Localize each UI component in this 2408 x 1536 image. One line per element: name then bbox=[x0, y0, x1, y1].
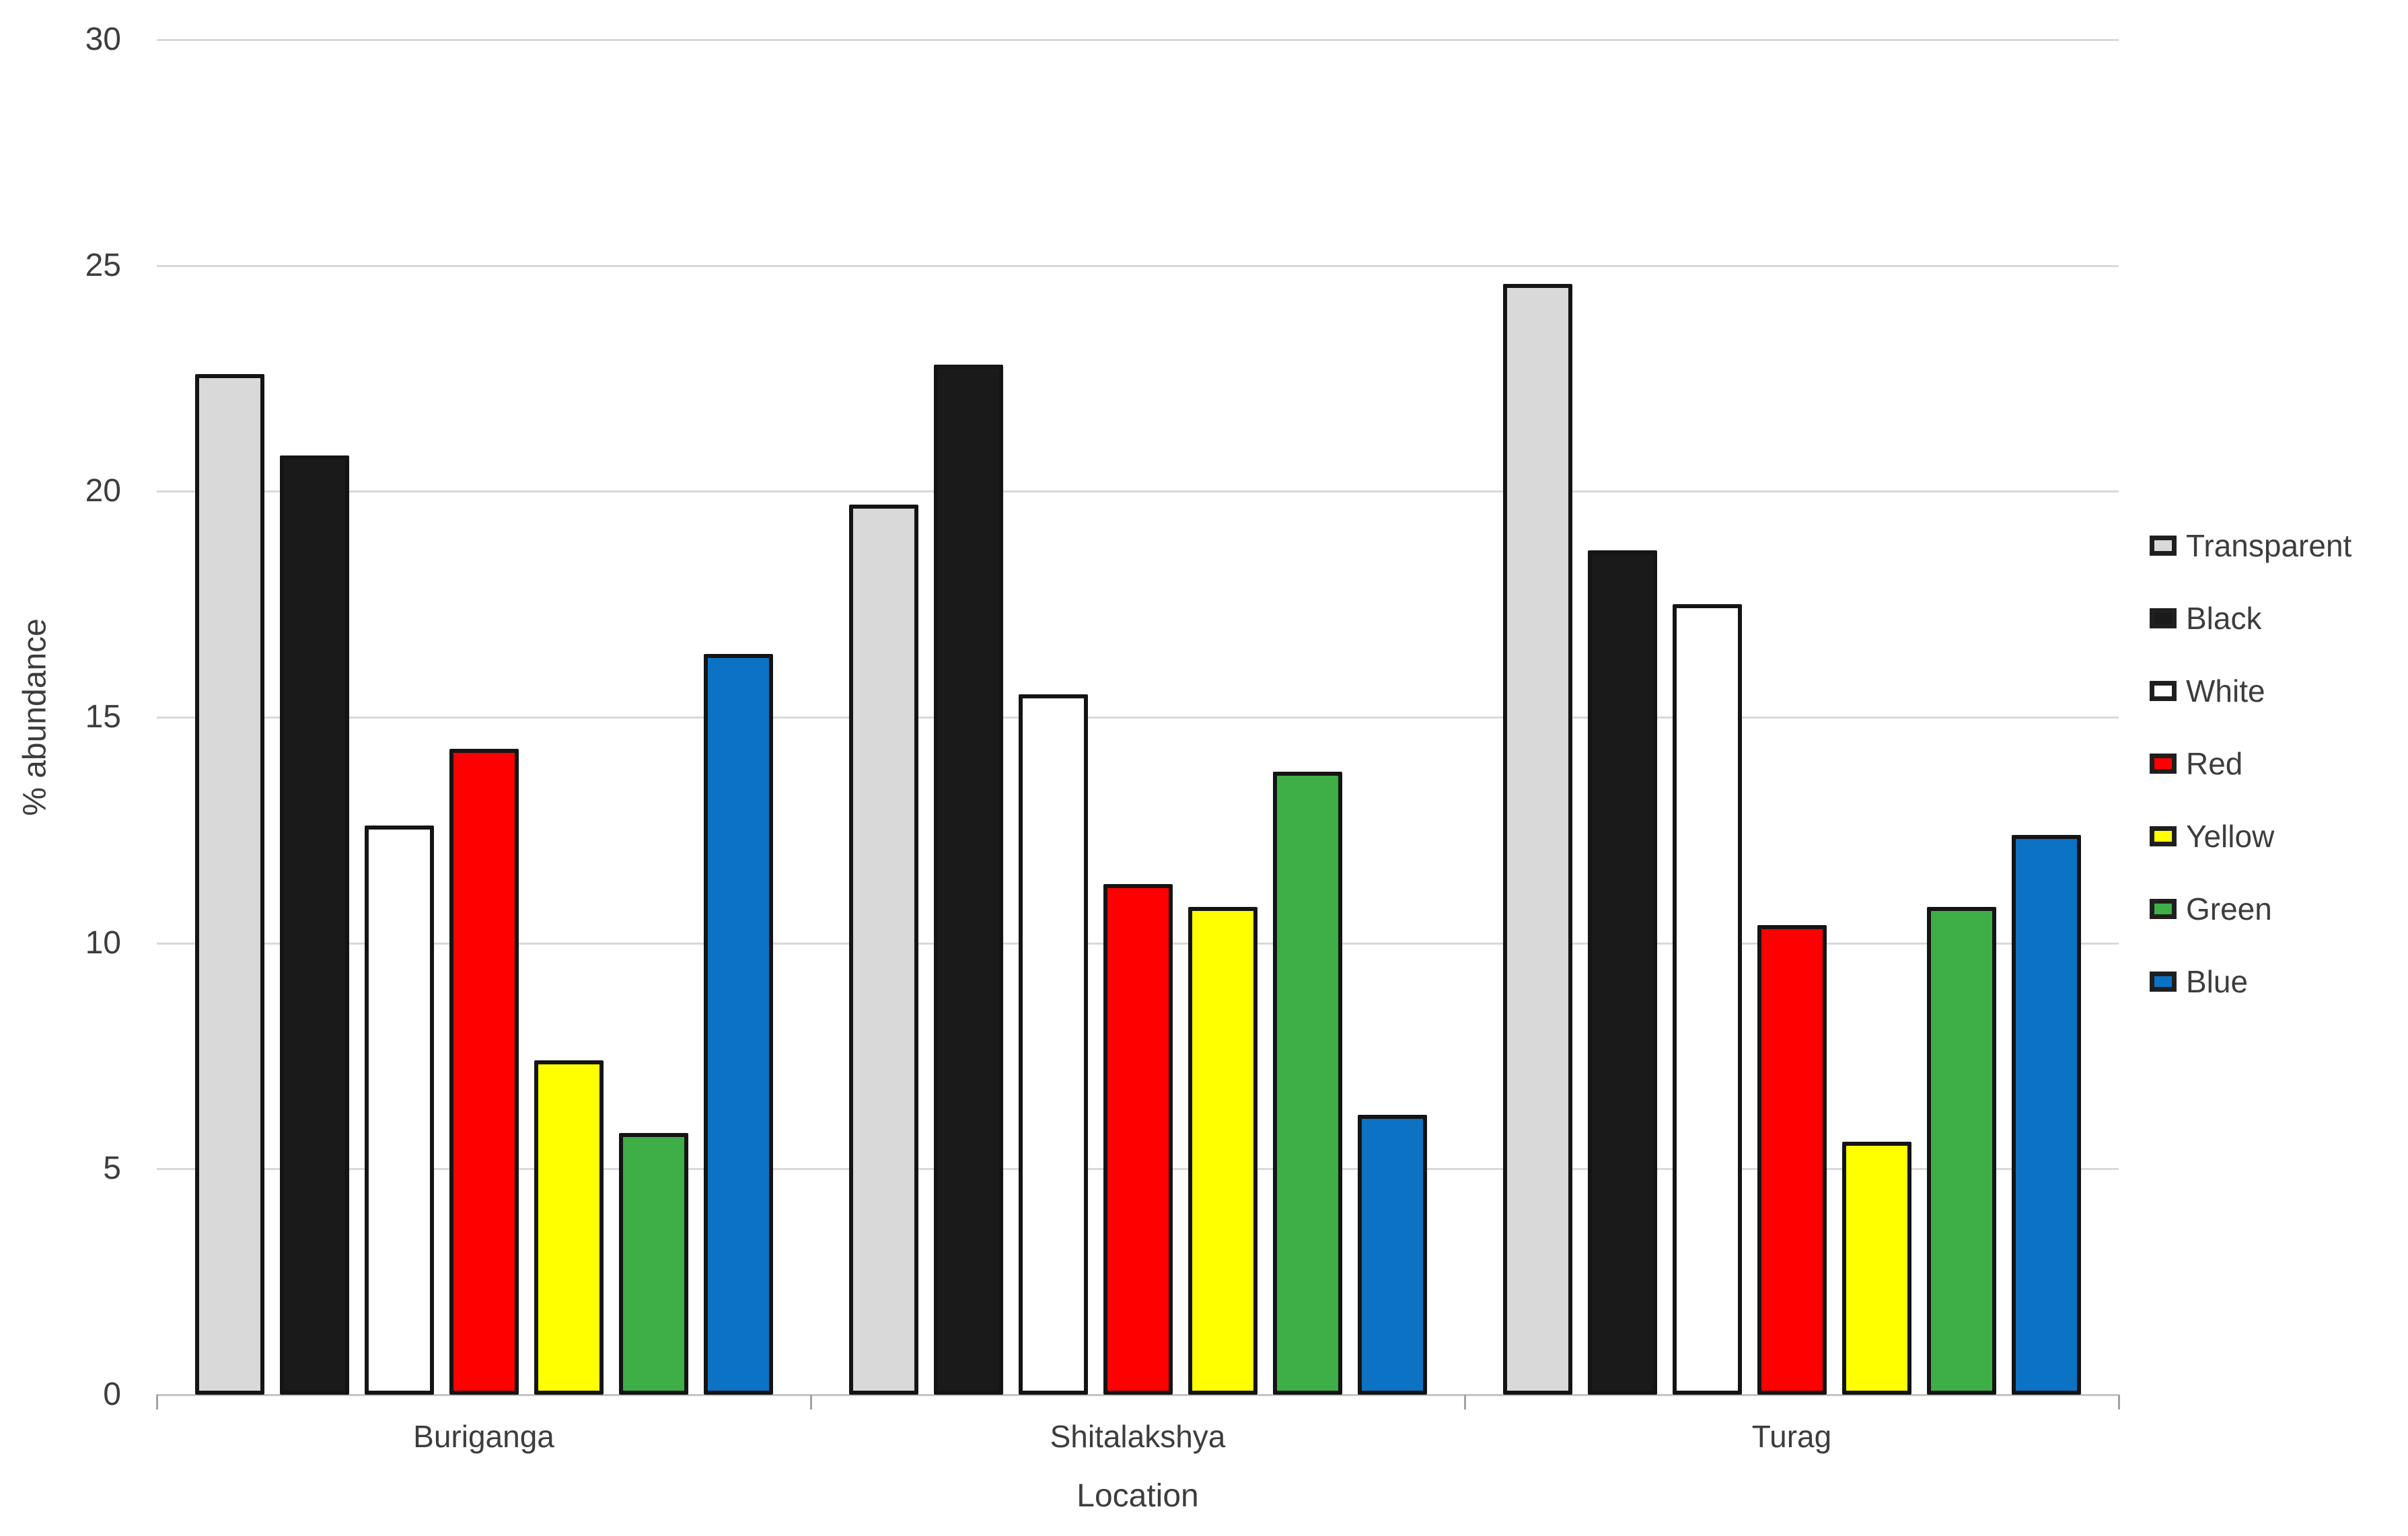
y-axis-tick-labels: 0 5 10 15 20 25 30 bbox=[0, 24, 121, 1411]
legend: Transparent Black White Red Yellow Green Blue bbox=[2150, 530, 2351, 997]
legend-label-white: White bbox=[2186, 673, 2265, 708]
y-tick-label-5: 5 bbox=[103, 1150, 121, 1187]
legend-swatch-icon-white bbox=[2150, 681, 2177, 701]
bar-group-shitalakshya bbox=[811, 40, 1465, 1395]
bar-blue-buriganga bbox=[703, 654, 773, 1395]
legend-label-blue: Blue bbox=[2186, 964, 2249, 999]
y-tick-label-15: 15 bbox=[85, 699, 121, 735]
legend-entry-transparent: Transparent bbox=[2150, 530, 2351, 561]
category-label-shitalakshya: Shitalakshya bbox=[1050, 1419, 1226, 1454]
bar-group-buriganga bbox=[157, 40, 811, 1395]
legend-swatch-icon-transparent bbox=[2150, 536, 2177, 556]
legend-label-transparent: Transparent bbox=[2186, 528, 2352, 563]
legend-swatch-icon-red bbox=[2150, 754, 2177, 774]
bar-red-buriganga bbox=[449, 749, 519, 1395]
bar-transparent-shitalakshya bbox=[848, 505, 918, 1395]
bar-yellow-buriganga bbox=[534, 1060, 604, 1395]
legend-swatch-icon-yellow bbox=[2150, 826, 2177, 846]
x-axis-tick bbox=[2118, 1395, 2120, 1410]
legend-label-green: Green bbox=[2186, 891, 2272, 926]
legend-entry-green: Green bbox=[2150, 893, 2351, 924]
legend-swatch-icon-green bbox=[2150, 899, 2177, 919]
bar-groups bbox=[157, 40, 2119, 1395]
bar-green-buriganga bbox=[618, 1132, 688, 1395]
y-tick-label-10: 10 bbox=[85, 924, 121, 961]
bar-white-turag bbox=[1672, 604, 1742, 1395]
legend-swatch-icon-blue bbox=[2150, 972, 2177, 992]
y-tick-label-25: 25 bbox=[85, 247, 121, 283]
x-axis-tick bbox=[809, 1395, 812, 1410]
gridline-25 bbox=[157, 264, 2119, 267]
x-axis-tick bbox=[156, 1395, 158, 1410]
bar-red-shitalakshya bbox=[1103, 884, 1173, 1395]
category-label-buriganga: Buriganga bbox=[413, 1419, 554, 1454]
bar-black-shitalakshya bbox=[933, 365, 1003, 1395]
legend-entry-black: Black bbox=[2150, 603, 2351, 634]
gridline-20 bbox=[157, 490, 2119, 493]
legend-label-red: Red bbox=[2186, 746, 2243, 781]
y-tick-label-30: 30 bbox=[85, 22, 121, 57]
y-tick-label-20: 20 bbox=[85, 473, 121, 509]
bar-yellow-turag bbox=[1841, 1142, 1911, 1395]
x-axis-line bbox=[157, 1394, 2119, 1396]
x-axis-tick bbox=[1463, 1395, 1466, 1410]
legend-label-yellow: Yellow bbox=[2186, 819, 2275, 854]
legend-entry-yellow: Yellow bbox=[2150, 821, 2351, 852]
bar-transparent-buriganga bbox=[194, 373, 264, 1395]
bar-transparent-turag bbox=[1502, 283, 1572, 1395]
bar-yellow-shitalakshya bbox=[1188, 906, 1257, 1395]
bar-white-shitalakshya bbox=[1018, 694, 1088, 1395]
legend-entry-red: Red bbox=[2150, 748, 2351, 779]
x-axis-title: Location bbox=[1077, 1478, 1199, 1514]
bar-red-turag bbox=[1757, 924, 1827, 1395]
gridline-15 bbox=[157, 717, 2119, 719]
category-label-turag: Turag bbox=[1751, 1419, 1832, 1454]
bar-black-buriganga bbox=[279, 455, 349, 1395]
legend-swatch-icon-black bbox=[2150, 608, 2177, 628]
plot-area bbox=[156, 39, 2120, 1410]
bar-green-shitalakshya bbox=[1272, 771, 1342, 1395]
bar-black-turag bbox=[1587, 550, 1657, 1395]
legend-entry-white: White bbox=[2150, 675, 2351, 706]
bar-white-buriganga bbox=[364, 826, 434, 1395]
bar-blue-turag bbox=[2011, 834, 2081, 1395]
bar-blue-shitalakshya bbox=[1357, 1114, 1427, 1395]
legend-entry-blue: Blue bbox=[2150, 966, 2351, 997]
gridline-30 bbox=[157, 39, 2119, 41]
legend-label-black: Black bbox=[2186, 601, 2262, 636]
bar-green-turag bbox=[1926, 906, 1996, 1395]
y-tick-label-0: 0 bbox=[103, 1377, 121, 1412]
x-axis-category-labels: Buriganga Shitalakshya Turag bbox=[157, 1418, 2119, 1455]
bar-group-turag bbox=[1465, 40, 2119, 1395]
